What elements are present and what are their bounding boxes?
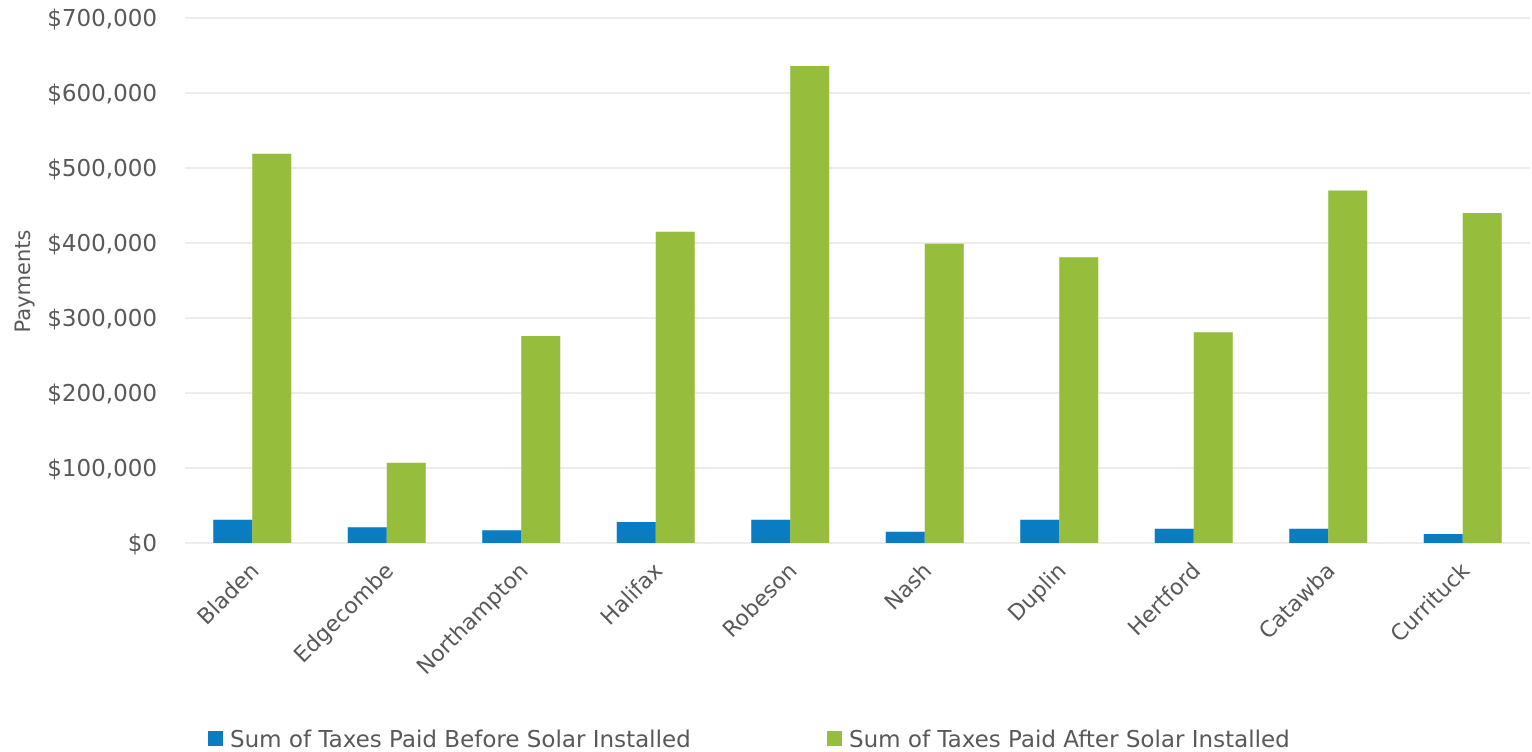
x-category-label: Edgecombe — [289, 559, 399, 669]
y-tick-label: $500,000 — [47, 156, 157, 182]
y-axis-tick-labels: $0 $100,000 $200,000 $300,000 $400,000 $500,0… — [47, 6, 157, 557]
bar-after-solar — [1193, 332, 1233, 543]
y-tick-label: $600,000 — [47, 81, 157, 107]
bar-after-solar — [386, 462, 426, 543]
y-tick-label: $0 — [128, 531, 157, 557]
bar-before-solar — [616, 522, 656, 543]
x-category-label: Northampton — [412, 559, 533, 680]
bar-before-solar — [885, 531, 925, 543]
x-category-label: Robeson — [718, 559, 802, 643]
bars — [213, 66, 1502, 543]
bar-before-solar — [1154, 528, 1194, 543]
legend-swatch — [827, 731, 842, 746]
bar-after-solar — [1328, 190, 1368, 543]
y-axis-title: Payments — [11, 230, 35, 333]
bar-before-solar — [1423, 534, 1463, 543]
x-category-label: Duplin — [1004, 559, 1072, 627]
x-category-label: Halifax — [596, 559, 668, 631]
bar-after-solar — [1462, 213, 1502, 543]
x-axis-category-labels: Bladen Edgecombe Northampton Halifax Robeson… — [193, 558, 1475, 679]
y-tick-label: $200,000 — [47, 381, 157, 407]
bar-after-solar — [521, 336, 561, 543]
x-category-label: Catawba — [1255, 559, 1341, 645]
x-category-label: Nash — [880, 559, 937, 616]
bar-before-solar — [1289, 528, 1329, 543]
bar-after-solar — [1059, 257, 1099, 543]
bar-before-solar — [1020, 519, 1060, 543]
legend-swatch — [208, 731, 223, 746]
bar-before-solar — [213, 519, 253, 543]
bar-before-solar — [751, 519, 791, 543]
bar-after-solar — [655, 231, 695, 543]
y-tick-label: $300,000 — [47, 306, 157, 332]
bar-after-solar — [924, 243, 964, 543]
bar-before-solar — [482, 530, 522, 543]
bar-before-solar — [347, 527, 387, 543]
y-tick-label: $100,000 — [47, 456, 157, 482]
legend-label: Sum of Taxes Paid Before Solar Installed — [230, 727, 691, 752]
bar-after-solar — [790, 66, 830, 543]
y-tick-label: $700,000 — [47, 6, 157, 32]
legend: Sum of Taxes Paid Before Solar Installed… — [208, 727, 1290, 752]
legend-label: Sum of Taxes Paid After Solar Installed — [849, 727, 1290, 752]
x-category-label: Bladen — [193, 559, 265, 631]
x-category-label: Currituck — [1386, 558, 1475, 647]
bar-after-solar — [252, 153, 292, 543]
y-tick-label: $400,000 — [47, 231, 157, 257]
x-category-label: Hertford — [1124, 559, 1206, 641]
